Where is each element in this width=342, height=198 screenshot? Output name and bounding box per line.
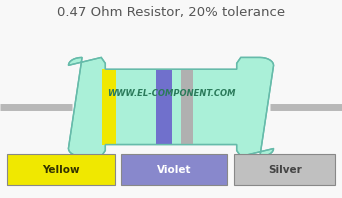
Bar xyxy=(7,154,115,185)
Bar xyxy=(181,69,193,145)
Text: 0.47 Ohm Resistor, 20% tolerance: 0.47 Ohm Resistor, 20% tolerance xyxy=(57,6,285,19)
Bar xyxy=(121,154,227,185)
Bar xyxy=(156,69,172,145)
Bar xyxy=(102,69,116,145)
Bar xyxy=(234,154,335,185)
Polygon shape xyxy=(68,57,274,156)
Text: Violet: Violet xyxy=(157,165,192,175)
Text: WWW.EL-COMPONENT.COM: WWW.EL-COMPONENT.COM xyxy=(107,89,235,98)
Text: Yellow: Yellow xyxy=(42,165,80,175)
Text: Silver: Silver xyxy=(268,165,302,175)
